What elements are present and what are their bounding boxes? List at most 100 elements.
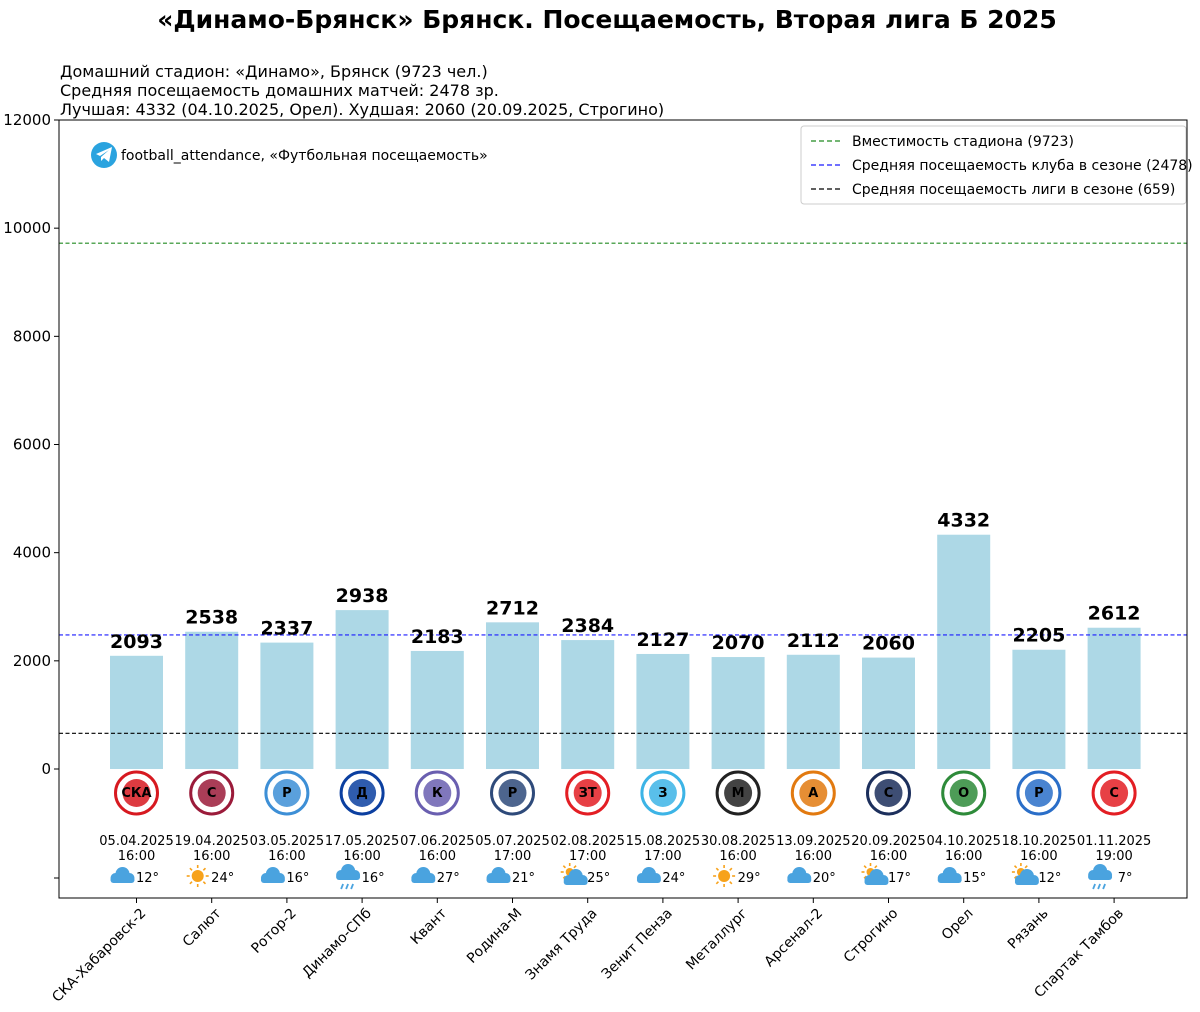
telegram-plane-icon — [96, 147, 112, 162]
match-date-12: 04.10.2025 — [926, 834, 1000, 849]
sun-icon-ray — [573, 865, 577, 869]
club-logo-inner-2 — [197, 779, 226, 807]
club-logo-inner-6 — [498, 779, 527, 807]
rain-drop-icon — [350, 883, 354, 890]
value-label-11: 2060 — [862, 633, 915, 655]
club-logo-inner-5 — [423, 779, 452, 807]
value-label-4: 2938 — [336, 585, 389, 607]
category-label-1: СКА-Хабаровск-2 — [49, 906, 149, 1006]
bar-4 — [335, 610, 389, 769]
category-label-11: Строгино — [841, 906, 902, 967]
match-date-8: 15.08.2025 — [626, 834, 700, 849]
sun-icon-ray — [874, 865, 878, 869]
club-logo-abbr-1: СКА — [121, 786, 151, 801]
club-logo-abbr-14: С — [1109, 786, 1119, 801]
match-time-9: 16:00 — [719, 849, 756, 864]
cloud-icon-part — [864, 879, 889, 885]
legend-box — [800, 125, 1187, 205]
temperature-11: 17° — [888, 871, 911, 886]
club-logo-inner-13 — [1024, 779, 1053, 807]
temperature-13: 12° — [1038, 871, 1061, 886]
category-label-3: Ротор-2 — [248, 906, 299, 957]
bar-5 — [410, 650, 464, 769]
value-label-9: 2070 — [712, 632, 765, 654]
temperature-6: 21° — [512, 871, 535, 886]
bar-13 — [1012, 649, 1066, 769]
sun-icon-ray — [202, 867, 207, 871]
match-time-7: 17:00 — [569, 849, 606, 864]
bar-6 — [486, 622, 539, 769]
sun-icon-ray — [715, 881, 720, 885]
temperature-1: 12° — [136, 871, 159, 886]
value-label-8: 2127 — [636, 629, 689, 651]
club-logo-abbr-3: Р — [282, 786, 292, 801]
sun-icon-ray — [1013, 865, 1018, 869]
category-label-13: Рязань — [1005, 906, 1052, 953]
sun-icon-ray — [729, 867, 733, 871]
club-logo-inner-3 — [272, 779, 301, 807]
category-label-9: Металлург — [683, 906, 751, 974]
y-tick-label: 10000 — [3, 219, 51, 237]
cloud-icon-part — [636, 877, 661, 883]
club-logo-abbr-9: М — [732, 786, 745, 801]
cloud-icon-part — [563, 879, 588, 885]
category-label-5: Квант — [408, 906, 450, 948]
club-logo-abbr-11: С — [884, 786, 894, 801]
temperature-7: 25° — [587, 871, 610, 886]
value-label-2: 2538 — [185, 607, 238, 629]
category-label-8: Зенит Пенза — [599, 906, 676, 983]
club-logo-inner-1 — [122, 779, 151, 807]
value-label-12: 4332 — [937, 510, 990, 532]
sun-icon-ray — [715, 867, 720, 871]
bar-8 — [636, 653, 690, 769]
club-logo-abbr-2: С — [207, 786, 217, 801]
value-label-1: 2093 — [110, 631, 163, 653]
value-label-3: 2337 — [260, 618, 313, 640]
y-tick-label: 6000 — [13, 436, 51, 454]
sun-icon-ray — [189, 881, 193, 885]
bar-2 — [185, 631, 239, 769]
match-date-14: 01.11.2025 — [1077, 834, 1151, 849]
category-label-6: Родина-М — [464, 906, 525, 967]
sun-icon-ray — [729, 881, 733, 885]
y-tick-label: 0 — [41, 760, 51, 778]
y-tick-label: 12000 — [3, 111, 51, 129]
legend: Вместимость стадиона (9723) Средняя посе… — [800, 125, 1193, 205]
sun-icon — [718, 870, 731, 882]
legend-label-club-average: Средняя посещаемость клуба в сезоне (247… — [852, 158, 1193, 174]
category-label-4: Динамо-СПб — [299, 906, 375, 982]
value-label-13: 2205 — [1012, 625, 1065, 647]
cloud-icon-part — [411, 877, 436, 883]
cloud-icon-part — [1014, 879, 1039, 885]
match-time-11: 16:00 — [870, 849, 907, 864]
bar-12 — [937, 534, 991, 769]
club-logo-inner-10 — [799, 779, 828, 807]
value-label-7: 2384 — [561, 615, 614, 637]
match-date-7: 02.08.2025 — [550, 834, 624, 849]
match-time-5: 16:00 — [419, 849, 456, 864]
rain-drop-icon — [1102, 883, 1106, 890]
legend-label-capacity: Вместимость стадиона (9723) — [852, 134, 1074, 150]
chart-title: «Динамо-Брянск» Брянск. Посещаемость, Вт… — [157, 5, 1057, 34]
sun-icon-ray — [562, 865, 567, 869]
temperature-8: 24° — [662, 871, 685, 886]
match-time-4: 16:00 — [343, 849, 380, 864]
match-time-3: 16:00 — [268, 849, 305, 864]
temperature-5: 27° — [437, 871, 460, 886]
sun-icon-ray — [1024, 865, 1028, 869]
club-logo-inner-14 — [1100, 779, 1129, 807]
match-time-14: 19:00 — [1095, 849, 1132, 864]
value-label-14: 2612 — [1088, 603, 1141, 625]
match-date-5: 07.06.2025 — [400, 834, 474, 849]
category-label-2: Салют — [180, 906, 225, 951]
match-time-12: 16:00 — [945, 849, 982, 864]
club-logo-abbr-7: ЗТ — [579, 786, 597, 801]
temperature-10: 20° — [813, 871, 836, 886]
y-tick-label: 8000 — [13, 327, 51, 345]
cloud-icon-part — [260, 877, 285, 883]
bar-3 — [260, 642, 314, 769]
bar-14 — [1087, 627, 1141, 769]
match-date-3: 03.05.2025 — [250, 834, 324, 849]
match-time-2: 16:00 — [193, 849, 230, 864]
match-date-6: 05.07.2025 — [475, 834, 549, 849]
